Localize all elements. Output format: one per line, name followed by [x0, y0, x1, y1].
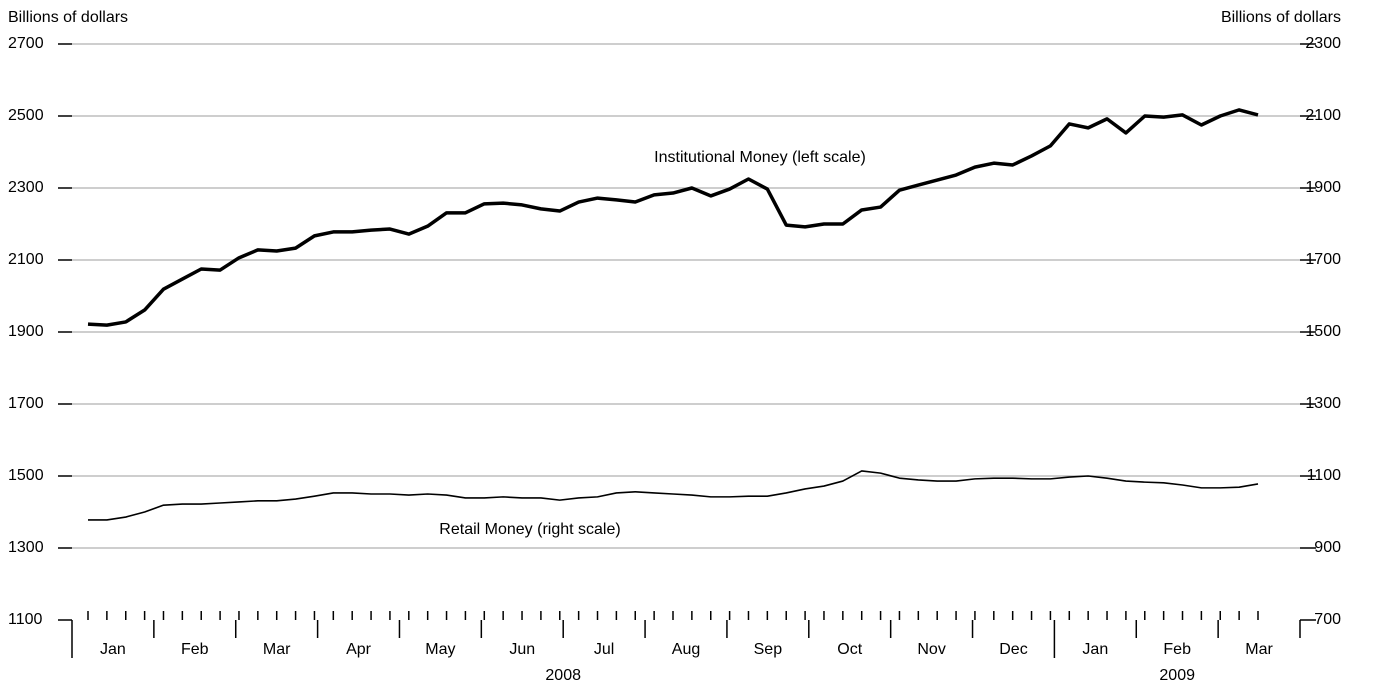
x-tick-label: Jan [100, 641, 126, 658]
y-tick-label: 2300 [8, 179, 44, 196]
x-tick-label: Oct [837, 641, 862, 658]
y2-tick-label: 2300 [1305, 35, 1341, 52]
y2-tick-label: 1500 [1305, 323, 1341, 340]
series-line [87, 108, 1259, 327]
y-axis-label: Billions of dollars [8, 9, 128, 26]
x-tick-label: Jul [594, 641, 614, 658]
x-tick-label: Feb [1163, 641, 1191, 658]
y-tick-label: 1700 [8, 395, 44, 412]
y-tick-label: 1100 [8, 611, 43, 628]
x-tick-label: May [425, 641, 455, 658]
y2-tick-label: 1700 [1305, 251, 1341, 268]
x-tick-label: Sep [754, 641, 783, 658]
y-tick-label: 1500 [8, 467, 44, 484]
x-tick-label: Jun [509, 641, 535, 658]
y2-tick-label: 900 [1314, 539, 1341, 556]
y2-tick-label: 1100 [1307, 467, 1342, 484]
year-label: 2009 [1159, 667, 1195, 684]
y-tick-label: 2100 [8, 251, 44, 268]
y2-tick-label: 700 [1314, 611, 1341, 628]
series-line [88, 470, 1259, 521]
x-tick-label: Mar [1245, 641, 1273, 658]
x-tick-label: Aug [672, 641, 700, 658]
x-tick-label: Nov [917, 641, 945, 658]
y-tick-label: 1900 [8, 323, 44, 340]
year-label: 2008 [545, 667, 581, 684]
y2-tick-label: 1900 [1305, 179, 1341, 196]
y2-axis-label: Billions of dollars [1221, 9, 1341, 26]
x-tick-label: Apr [346, 641, 372, 658]
y2-tick-label: 1300 [1305, 395, 1341, 412]
x-tick-label: Feb [181, 641, 209, 658]
series-label: Retail Money (right scale) [439, 521, 620, 538]
series-label: Institutional Money (left scale) [654, 149, 866, 166]
x-tick-label: Dec [999, 641, 1027, 658]
y-tick-label: 2700 [8, 35, 44, 52]
x-tick-label: Jan [1082, 641, 1108, 658]
x-tick-label: Mar [263, 641, 291, 658]
y2-tick-label: 2100 [1305, 107, 1341, 124]
y-tick-label: 2500 [8, 107, 44, 124]
y-tick-label: 1300 [8, 539, 44, 556]
